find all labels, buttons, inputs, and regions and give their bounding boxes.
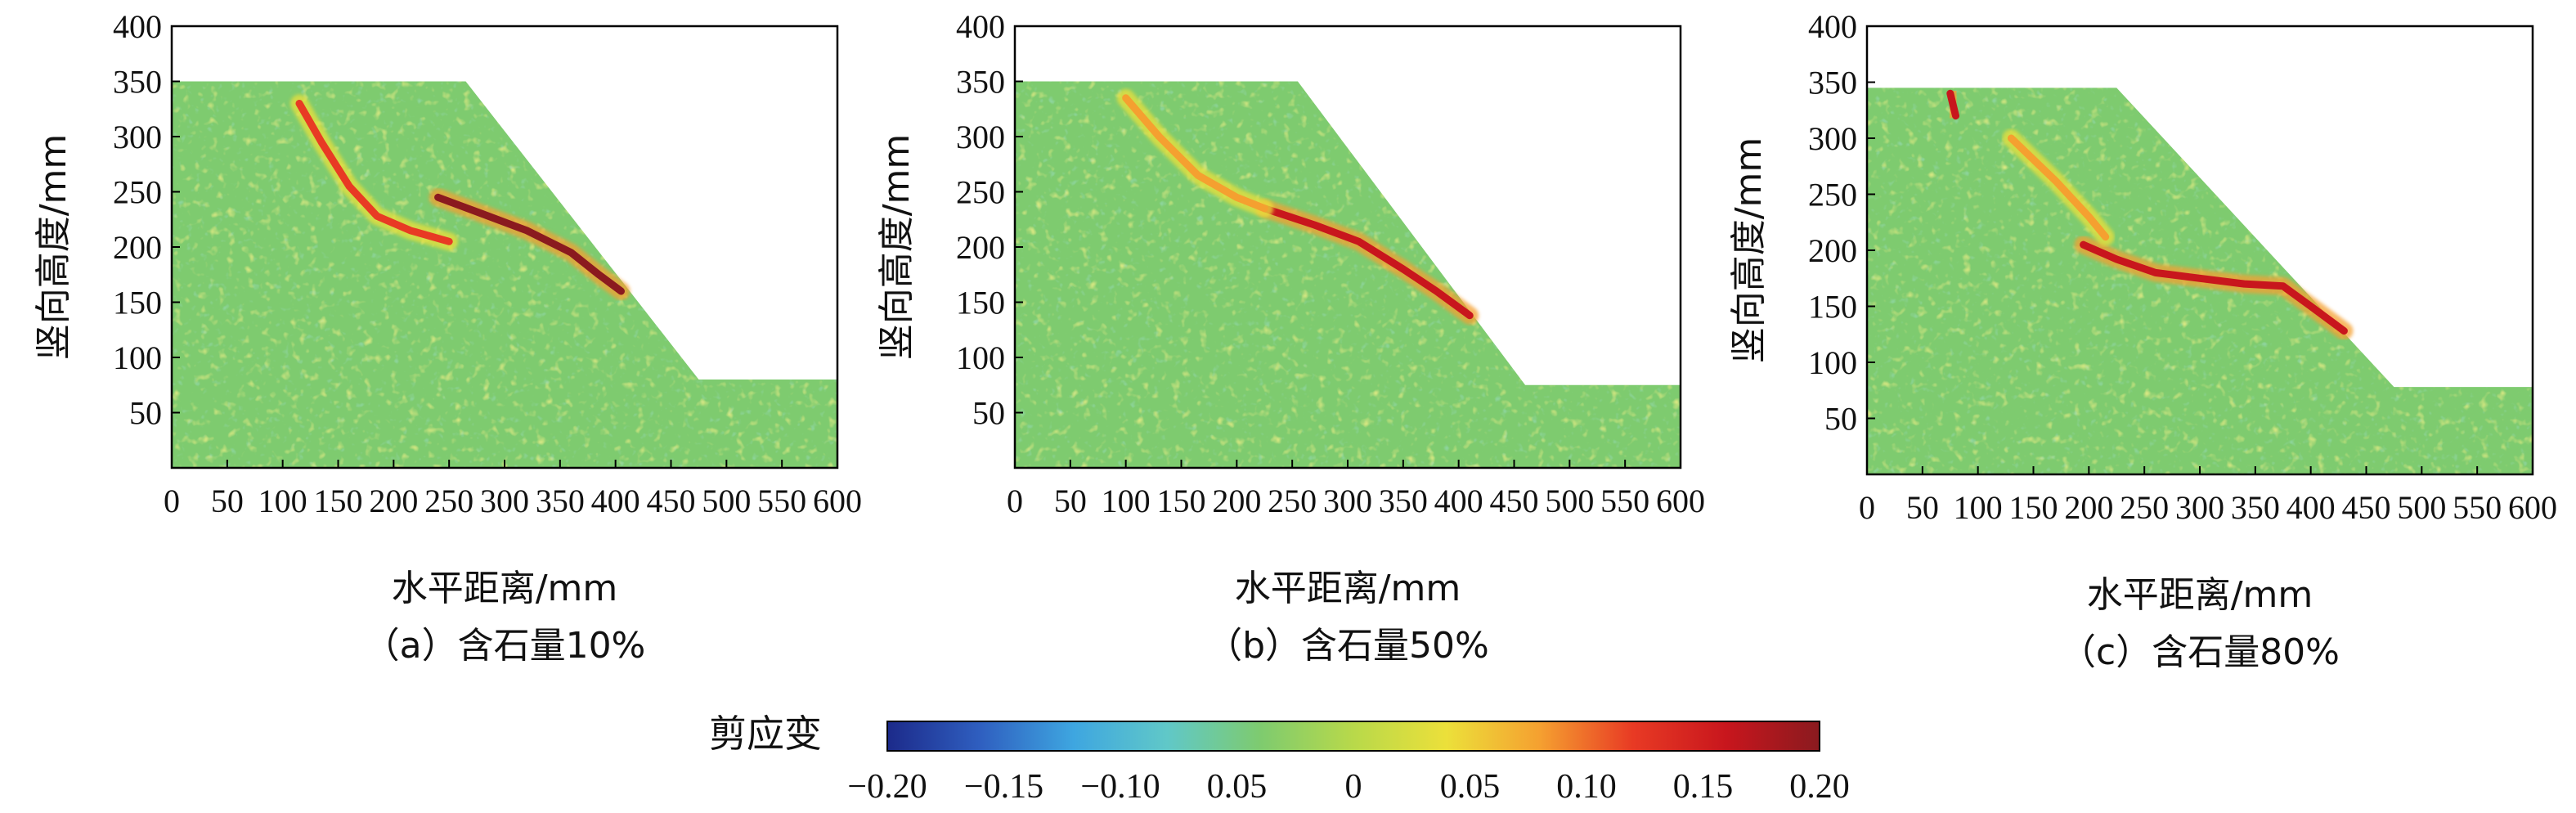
colorbar-tick-label: 0.10 xyxy=(1556,768,1617,806)
colorbar-tick-label: 0.05 xyxy=(1440,768,1501,806)
colorbar-title: 剪应变 xyxy=(709,712,822,756)
y-tick-label: 150 xyxy=(1808,289,1857,326)
y-tick-label: 150 xyxy=(956,285,1005,321)
x-tick-label: 400 xyxy=(591,483,640,519)
panel-caption: （b）含石量50% xyxy=(1206,625,1489,667)
y-tick-label: 100 xyxy=(956,339,1005,376)
shear-band xyxy=(1260,204,1474,320)
x-tick-label: 550 xyxy=(1600,483,1649,519)
colorbar-tick-label: −0.10 xyxy=(1080,768,1160,806)
x-tick-label: 300 xyxy=(2175,489,2224,526)
x-axis-label: 水平距离/mm xyxy=(1235,568,1461,609)
shear-band xyxy=(295,100,453,245)
x-tick-label: 550 xyxy=(2453,489,2502,526)
x-tick-label: 100 xyxy=(258,483,307,519)
y-tick-label: 150 xyxy=(113,285,162,321)
x-tick-label: 100 xyxy=(1102,483,1151,519)
x-tick-label: 350 xyxy=(2231,489,2280,526)
colorbar: 剪应变 −0.20 −0.15 −0.10 0.05 0 0.05 0.10 0.15 0.20 xyxy=(709,712,1850,806)
y-tick-label: 400 xyxy=(956,8,1005,45)
x-tick-label: 150 xyxy=(1157,483,1206,519)
colorbar-tick-label: −0.15 xyxy=(964,768,1043,806)
colorbar-gradient xyxy=(886,721,1820,752)
x-tick-label: 250 xyxy=(2120,489,2169,526)
x-tick-label: 600 xyxy=(1656,483,1705,519)
colorbar-tick-label: 0 xyxy=(1345,768,1362,806)
x-tick-label: 300 xyxy=(480,483,529,519)
y-tick-label: 350 xyxy=(113,64,162,101)
y-tick-label: 50 xyxy=(1824,401,1857,438)
x-tick-label: 100 xyxy=(1954,489,2003,526)
x-tick-label: 50 xyxy=(1906,489,1939,526)
y-tick-label: 300 xyxy=(113,119,162,155)
y-tick-label: 400 xyxy=(113,8,162,45)
x-tick-label: 500 xyxy=(702,483,751,519)
panel-caption: （a）含石量10% xyxy=(364,625,646,667)
shear-band xyxy=(2007,134,2110,241)
shear-band xyxy=(1946,89,1959,120)
x-tick-label: 250 xyxy=(1268,483,1317,519)
y-tick-label: 200 xyxy=(113,229,162,266)
panel-caption: （c）含石量80% xyxy=(2060,631,2340,673)
colorbar-tick-label: 0.15 xyxy=(1673,768,1734,806)
y-tick-label: 200 xyxy=(956,229,1005,266)
x-tick-label: 450 xyxy=(647,483,696,519)
x-tick-label: 500 xyxy=(1545,483,1594,519)
y-tick-label: 200 xyxy=(1808,232,1857,269)
x-tick-label: 350 xyxy=(536,483,585,519)
y-axis-label: 竖向高度/mm xyxy=(33,134,74,361)
y-tick-label: 100 xyxy=(113,339,162,376)
y-tick-label: 50 xyxy=(972,395,1005,432)
shear-band xyxy=(1122,94,1268,213)
y-tick-label: 350 xyxy=(1808,65,1857,101)
y-tick-label: 100 xyxy=(1808,344,1857,381)
x-tick-label: 200 xyxy=(2064,489,2113,526)
x-tick-label: 350 xyxy=(1379,483,1428,519)
y-tick-label: 250 xyxy=(113,174,162,211)
colorbar-tick-label: −0.20 xyxy=(847,768,927,806)
x-axis-label: 水平距离/mm xyxy=(2087,574,2313,616)
x-tick-label: 0 xyxy=(164,483,180,519)
x-tick-label: 450 xyxy=(2342,489,2391,526)
x-tick-label: 200 xyxy=(369,483,418,519)
y-tick-label: 400 xyxy=(1808,8,1857,45)
colorbar-tick-label: 0.20 xyxy=(1789,768,1850,806)
x-tick-label: 550 xyxy=(757,483,806,519)
x-tick-label: 600 xyxy=(813,483,862,519)
x-tick-label: 0 xyxy=(1859,489,1875,526)
y-tick-label: 300 xyxy=(956,119,1005,155)
y-axis-label: 竖向高度/mm xyxy=(1728,137,1770,364)
x-tick-label: 50 xyxy=(211,483,244,519)
x-tick-label: 150 xyxy=(314,483,363,519)
y-tick-label: 250 xyxy=(1808,177,1857,213)
x-tick-label: 150 xyxy=(2009,489,2058,526)
x-tick-label: 50 xyxy=(1054,483,1087,519)
y-tick-label: 250 xyxy=(956,174,1005,211)
x-tick-label: 600 xyxy=(2508,489,2557,526)
strain-speckle-low xyxy=(1015,81,1681,468)
shear-band xyxy=(434,193,625,295)
y-axis-label: 竖向高度/mm xyxy=(876,134,918,361)
colorbar-ticks: −0.20 −0.15 −0.10 0.05 0 0.05 0.10 0.15 0.20 xyxy=(847,768,1849,806)
y-tick-label: 50 xyxy=(129,395,162,432)
x-tick-label: 200 xyxy=(1212,483,1261,519)
y-tick-label: 300 xyxy=(1808,120,1857,157)
x-axis-label: 水平距离/mm xyxy=(392,568,618,609)
x-tick-label: 250 xyxy=(424,483,473,519)
y-tick-label: 350 xyxy=(956,64,1005,101)
x-tick-label: 400 xyxy=(1434,483,1483,519)
strain-speckle-low xyxy=(172,81,837,468)
x-tick-label: 400 xyxy=(2287,489,2336,526)
x-tick-label: 450 xyxy=(1490,483,1539,519)
colorbar-tick-label: 0.05 xyxy=(1207,768,1268,806)
x-tick-label: 0 xyxy=(1007,483,1023,519)
x-tick-label: 300 xyxy=(1323,483,1372,519)
x-tick-label: 500 xyxy=(2397,489,2446,526)
shear-band xyxy=(2080,240,2348,335)
